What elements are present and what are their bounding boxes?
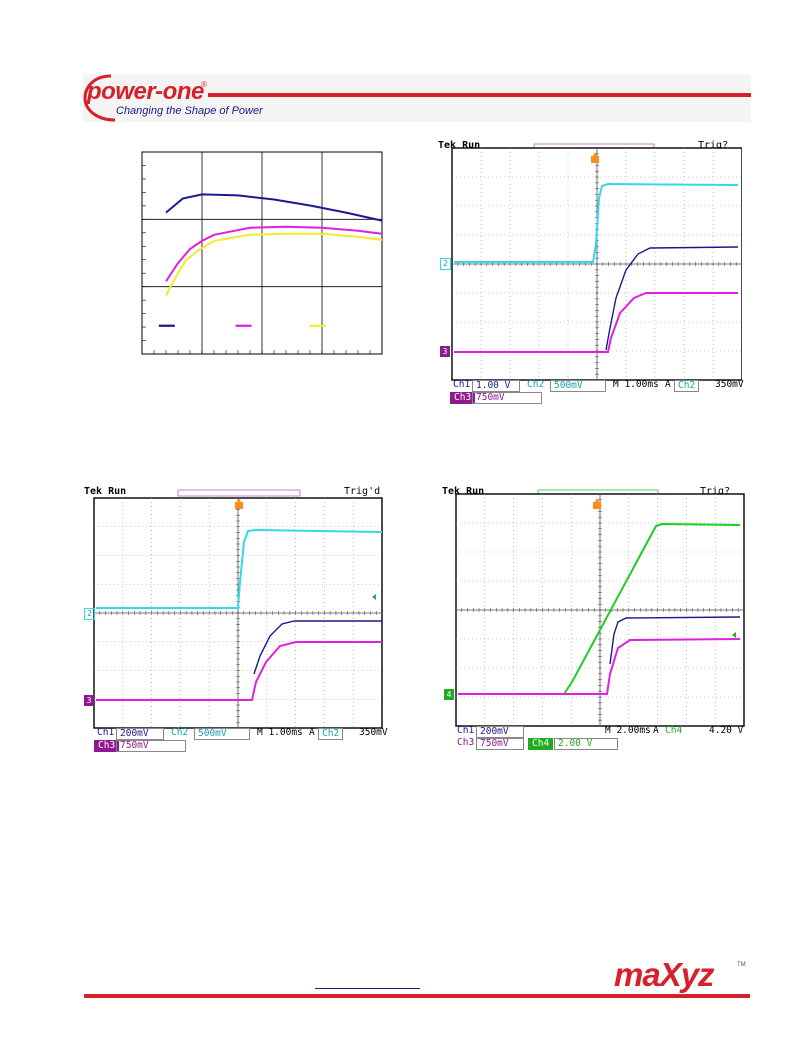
maxyz-logo: maXyz bbox=[614, 956, 715, 993]
scope-3-trig: Trig? bbox=[700, 486, 731, 497]
brand-name: power-one bbox=[87, 78, 204, 105]
header-background bbox=[83, 74, 751, 122]
scope-3-settings: Ch1 200mV M 2.00ms A Ch4 4.20 V Ch3 750m… bbox=[454, 726, 746, 750]
scope-2-ch1-value: 200mV bbox=[116, 728, 164, 740]
scope-1-ch3-label: Ch3 bbox=[450, 392, 476, 404]
scope-2-timebase: M 1.00ms bbox=[257, 727, 303, 738]
scope-2-trigger-level: 350mV bbox=[359, 727, 388, 738]
scope-3-trigger-level: 4.20 V bbox=[709, 725, 744, 736]
power-one-logo bbox=[83, 74, 751, 122]
scope-2-ch3-label: Ch3 bbox=[94, 740, 120, 752]
scope-2-ch3-value: 750mV bbox=[116, 740, 186, 752]
trademark: TM bbox=[737, 962, 746, 968]
scope-2-settings: Ch1 200mV Ch2 500mV M 1.00ms A Ch2 350mV… bbox=[94, 728, 388, 752]
scope-2-trigger-mode: A bbox=[309, 727, 315, 738]
scope-1-trace-ch2 bbox=[454, 182, 739, 263]
scope-1-marker-3: 3 bbox=[440, 346, 450, 357]
scope-1-trace-ch1 bbox=[605, 246, 739, 351]
scope-2-ch1-label: Ch1 bbox=[97, 727, 115, 738]
footer-link[interactable] bbox=[315, 988, 420, 989]
efficiency-chart bbox=[141, 151, 383, 355]
scope-1-trig: Trig? bbox=[698, 140, 729, 151]
scope-3-trigger-mode: A bbox=[653, 725, 659, 736]
scope-3-ch4-label: Ch4 bbox=[528, 738, 554, 750]
scope-3-ch3-label: Ch3 bbox=[457, 737, 475, 748]
scope-3-marker-4: 4 bbox=[444, 689, 454, 700]
scope-1-ch2-value: 500mV bbox=[550, 380, 606, 392]
scope-1-settings: Ch1 1.00 V Ch2 500mV M 1.00ms A Ch2 350m… bbox=[450, 379, 744, 404]
scope-1-trace-ch3 bbox=[454, 292, 738, 353]
scope-2-ch2-value: 500mV bbox=[194, 728, 250, 740]
scope-3-ch1-label: Ch1 bbox=[457, 725, 475, 736]
registered-mark: ® bbox=[201, 80, 207, 89]
brand-tagline: Changing the Shape of Power bbox=[116, 105, 263, 117]
scope-2-trace-ch1 bbox=[253, 620, 382, 675]
scope-1-screen bbox=[451, 143, 742, 381]
footer-rule bbox=[84, 994, 750, 998]
scope-3-trigger-source: Ch4 bbox=[665, 725, 683, 736]
scope-1-trigger-source: Ch2 bbox=[674, 380, 700, 392]
scope-2-status: Tek Run bbox=[84, 486, 127, 497]
scope-3-trace-ch3 bbox=[458, 638, 741, 695]
chart-series-line-2 bbox=[165, 225, 383, 282]
scope-2-trace-ch3 bbox=[96, 641, 382, 701]
page-header: power-one ® Changing the Shape of Power bbox=[83, 74, 751, 122]
scope-3-ch4-value: 2.00 V bbox=[554, 738, 618, 750]
scope-3-ch1-value: 200mV bbox=[476, 726, 524, 738]
scope-1-marker-2: 2 bbox=[440, 258, 451, 270]
scope-2-marker-2: 2 bbox=[84, 608, 95, 620]
chart-series-line-3 bbox=[165, 232, 383, 296]
scope-1-ch1-value: 1.00 V bbox=[472, 380, 520, 392]
chart-series-line-1 bbox=[165, 193, 383, 222]
scope-3: Tek Run Trig? 4 Ch1 200mV M 2.00ms A Ch4… bbox=[442, 484, 746, 750]
scope-3-trace-ch1 bbox=[609, 616, 741, 665]
scope-3-ch3-value: 750mV bbox=[476, 738, 524, 750]
scope-2-ch2-label: Ch2 bbox=[171, 727, 189, 738]
scope-3-status: Tek Run bbox=[442, 486, 485, 497]
scope-2-screen bbox=[93, 489, 383, 729]
scope-1: Tek Run Trig? 2 3 Ch1 1.00 V Ch2 500mV M… bbox=[438, 138, 744, 404]
scope-1-status: Tek Run bbox=[438, 140, 481, 151]
scope-2-marker-3: 3 bbox=[84, 695, 94, 706]
scope-1-ch1-label: Ch1 bbox=[453, 379, 471, 390]
scope-1-trigger-mode: A bbox=[665, 379, 671, 390]
scope-2-trace-ch2 bbox=[96, 528, 383, 609]
scope-1-timebase: M 1.00ms bbox=[613, 379, 659, 390]
scope-2: Tek Run Trig'd 2 3 Ch1 200mV Ch2 500mV M… bbox=[84, 484, 388, 752]
scope-1-trigger-level: 350mV bbox=[715, 379, 744, 390]
scope-1-ch2-label: Ch2 bbox=[527, 379, 545, 390]
scope-3-screen bbox=[455, 489, 745, 727]
scope-2-trigger-source: Ch2 bbox=[318, 728, 344, 740]
scope-3-timebase: M 2.00ms bbox=[605, 725, 651, 736]
scope-2-trig: Trig'd bbox=[344, 486, 381, 497]
scope-1-ch3-value: 750mV bbox=[472, 392, 542, 404]
